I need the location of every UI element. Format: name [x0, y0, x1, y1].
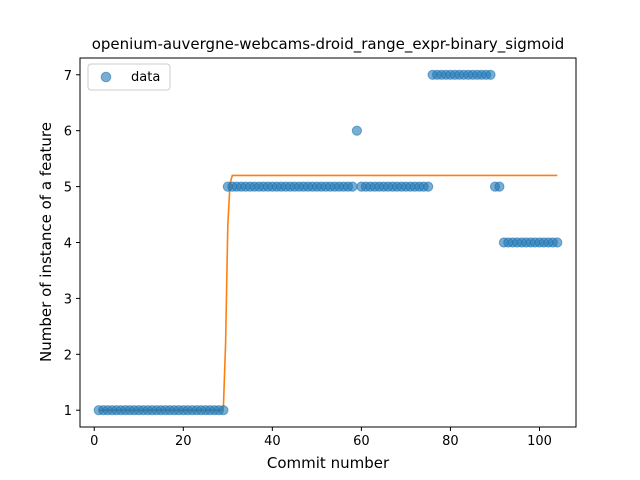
x-tick-label: 80: [442, 434, 459, 449]
x-tick-label: 0: [90, 434, 98, 449]
y-tick-label: 1: [64, 404, 72, 419]
y-axis-label: Number of instance of a feature: [37, 122, 55, 362]
y-tick-label: 7: [64, 69, 72, 84]
data-point: [423, 181, 434, 192]
y-tick-label: 3: [64, 292, 72, 307]
fit-line: [98, 174, 558, 412]
y-tick-label: 4: [64, 237, 72, 252]
x-tick-label: 60: [353, 434, 370, 449]
x-tick-label: 100: [527, 434, 552, 449]
x-axis-label: Commit number: [267, 454, 390, 472]
data-points-layer: [93, 69, 563, 416]
legend: data: [87, 63, 171, 91]
x-tick-label: 40: [264, 434, 281, 449]
chart-title: openium-auvergne-webcams-droid_range_exp…: [92, 35, 565, 54]
fit-line-layer: [98, 174, 558, 412]
y-tick-label: 6: [64, 125, 72, 140]
data-point: [218, 405, 229, 416]
legend-label-data: data: [131, 70, 160, 85]
y-tick-label: 2: [64, 348, 72, 363]
data-point: [347, 181, 358, 192]
data-point: [494, 181, 505, 192]
x-tick-label: 20: [175, 434, 192, 449]
data-point: [485, 69, 496, 80]
data-point: [351, 125, 362, 136]
y-tick-label: 5: [64, 181, 72, 196]
legend-marker: [100, 71, 112, 83]
y-axis-ticks: 1 2 3 4 5 6 7: [64, 69, 80, 419]
x-axis-ticks: 0 20 40 60 80 100: [90, 427, 552, 449]
data-point: [552, 237, 563, 248]
legend-box: [87, 63, 171, 91]
